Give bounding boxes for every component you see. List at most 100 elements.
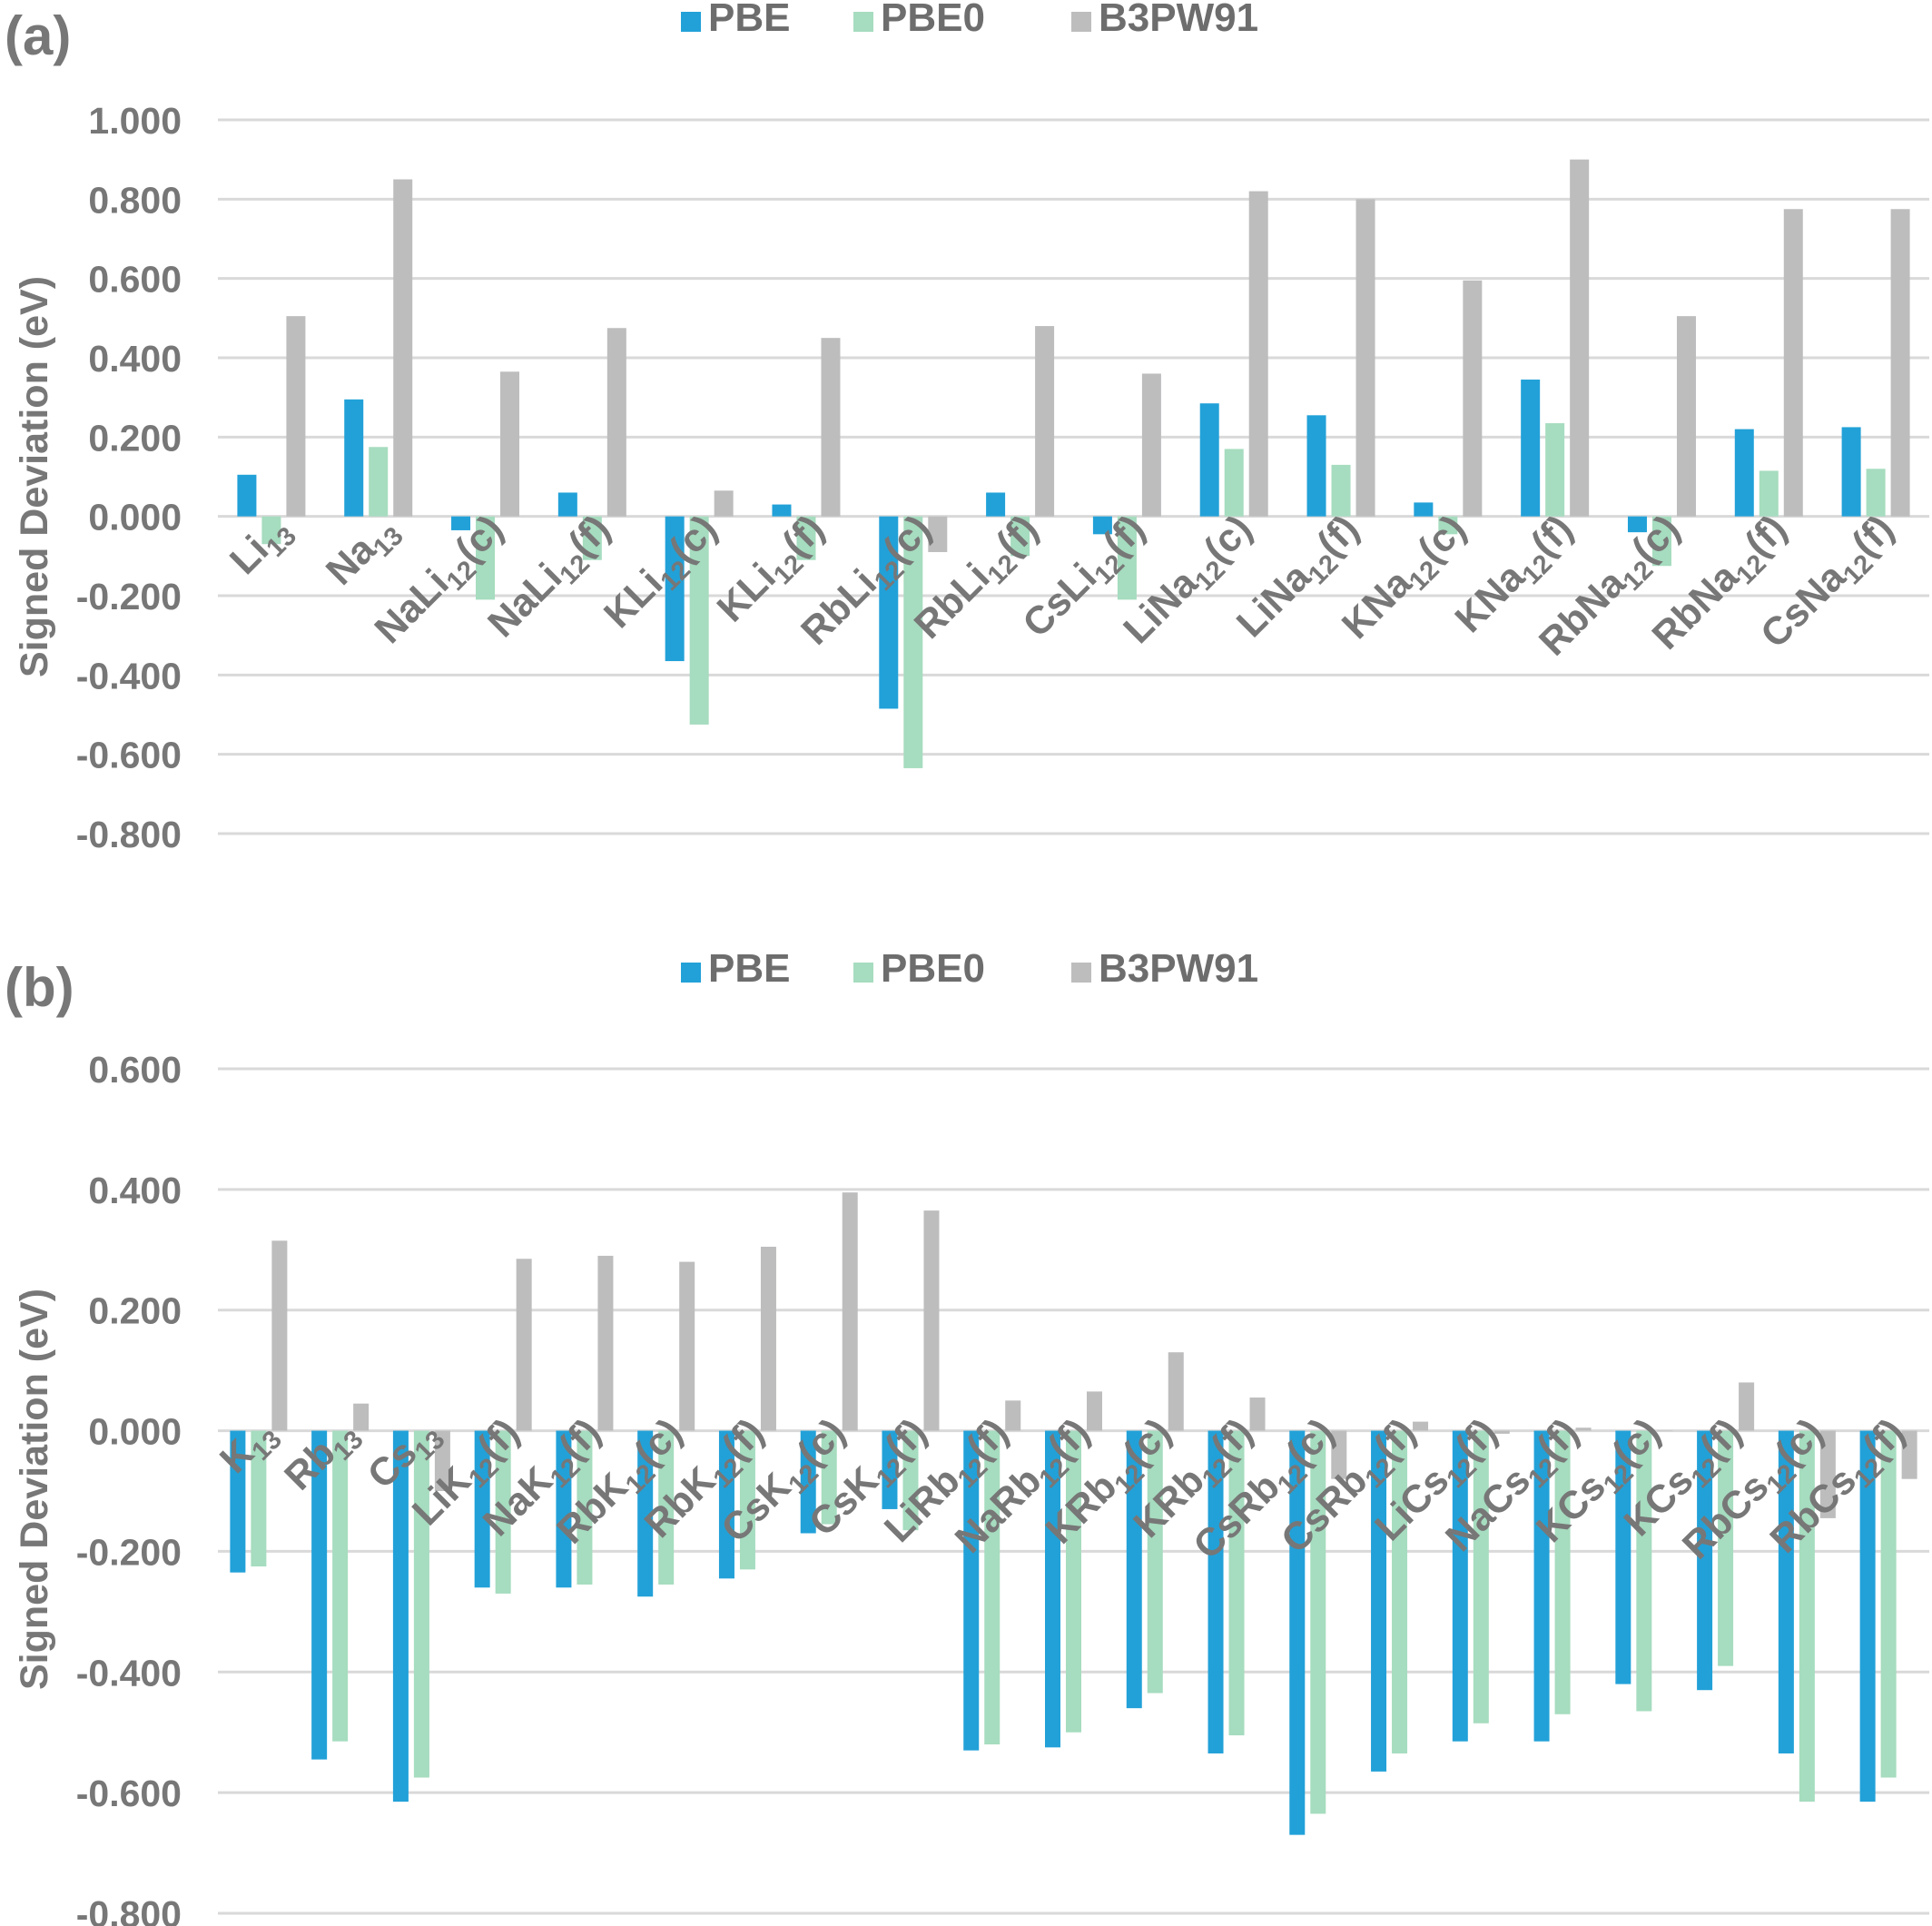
bar-pbe0-b-1 <box>332 1430 349 1742</box>
bar-pbe0-b-6 <box>739 1430 755 1570</box>
bar-b3pw91-b-4 <box>597 1255 614 1431</box>
y-tick-label-b-3: 0.000 <box>88 1411 182 1453</box>
y-tick-label-a-6: -0.200 <box>76 576 182 617</box>
bar-pbe0-a-4 <box>689 516 709 725</box>
legend-label-pbe-a: PBE <box>708 0 790 40</box>
bar-pbe-b-6 <box>718 1430 734 1579</box>
bar-pbe-a-8 <box>1092 516 1112 535</box>
bar-pbe0-a-10 <box>1331 464 1351 517</box>
bar-pbe0-b-3 <box>495 1430 511 1594</box>
bar-pbe0-b-0 <box>251 1430 267 1567</box>
bar-b3pw91-b-19 <box>1819 1430 1836 1518</box>
bar-pbe-b-8 <box>882 1430 898 1509</box>
panel-label-b: (b) <box>5 957 74 1018</box>
bar-pbe0-a-9 <box>1224 449 1244 517</box>
bar-b3pw91-b-13 <box>1331 1430 1347 1479</box>
bar-b3pw91-b-20 <box>1901 1430 1917 1479</box>
bar-pbe-a-4 <box>665 516 685 662</box>
bar-b3pw91-a-12 <box>1570 159 1590 517</box>
y-tick-label-b-1: 0.400 <box>88 1170 182 1211</box>
bar-pbe0-a-15 <box>1866 469 1886 517</box>
bar-pbe-a-3 <box>557 492 577 517</box>
bar-b3pw91-b-6 <box>760 1246 776 1431</box>
bar-b3pw91-a-11 <box>1463 280 1483 517</box>
legend-swatch-pbe-a <box>681 12 701 32</box>
bar-pbe0-a-13 <box>1651 516 1671 567</box>
bar-pbe-b-18 <box>1697 1430 1713 1691</box>
bar-b3pw91-b-18 <box>1739 1382 1755 1431</box>
legend-label-pbe-b: PBE <box>708 946 790 991</box>
bar-pbe-b-17 <box>1615 1430 1631 1684</box>
bar-pbe0-b-18 <box>1718 1430 1734 1666</box>
bar-pbe-a-15 <box>1841 427 1861 517</box>
y-tick-label-b-5: -0.400 <box>76 1652 182 1694</box>
chart-panel-b: (b) PBE PBE0 B3PW91 0.600 0.400 0.200 0.000 -0.2… <box>5 946 1929 1926</box>
bar-b3pw91-a-3 <box>606 328 626 517</box>
legend-swatch-pbe0-a <box>853 12 873 32</box>
bar-b3pw91-b-2 <box>434 1430 450 1491</box>
bar-pbe0-b-9 <box>984 1430 1000 1744</box>
bar-b3pw91-b-15 <box>1493 1430 1510 1434</box>
y-tick-label-a-7: -0.400 <box>76 655 182 696</box>
bar-pbe-b-7 <box>800 1430 816 1534</box>
y-tick-label-a-0: 1.000 <box>88 100 182 142</box>
bar-b3pw91-a-5 <box>821 338 841 517</box>
bar-b3pw91-a-6 <box>928 516 948 552</box>
legend-label-b3pw91-a: B3PW91 <box>1099 0 1258 40</box>
category-label-a-1: Na13 <box>318 507 409 598</box>
bar-pbe-a-5 <box>772 504 792 517</box>
y-tick-label-a-1: 0.800 <box>88 179 182 221</box>
bar-b3pw91-b-7 <box>842 1192 858 1431</box>
y-tick-label-a-2: 0.600 <box>88 259 182 301</box>
bar-b3pw91-b-3 <box>516 1259 532 1431</box>
bar-b3pw91-b-9 <box>1005 1400 1021 1431</box>
bar-pbe-b-12 <box>1208 1430 1224 1753</box>
chart-panel-a: (a) PBE PBE0 B3PW91 1.000 0.800 0.600 0.400 0.20… <box>5 0 1929 855</box>
bar-pbe-b-9 <box>963 1430 980 1751</box>
y-axis-title-a: Signed Deviation (eV) <box>13 276 56 677</box>
bar-pbe-b-19 <box>1778 1430 1794 1753</box>
bar-b3pw91-a-14 <box>1783 209 1803 517</box>
bar-pbe0-b-8 <box>902 1430 919 1531</box>
bar-pbe-a-9 <box>1199 403 1219 517</box>
y-tick-label-a-8: -0.600 <box>76 735 182 776</box>
bar-b3pw91-b-10 <box>1087 1391 1102 1431</box>
bar-pbe-a-1 <box>344 399 364 517</box>
legend-swatch-pbe0-b <box>853 963 873 983</box>
legend-swatch-b3pw91-b <box>1071 963 1091 983</box>
bar-b3pw91-b-16 <box>1575 1427 1592 1431</box>
y-tick-label-b-6: -0.600 <box>76 1773 182 1814</box>
bar-b3pw91-a-7 <box>1035 326 1055 517</box>
bar-pbe-a-2 <box>451 516 471 530</box>
bar-pbe0-b-13 <box>1310 1430 1326 1814</box>
bar-pbe-a-10 <box>1306 415 1326 517</box>
bar-pbe-b-11 <box>1126 1430 1142 1709</box>
legend-swatch-pbe-b <box>681 963 701 983</box>
bar-pbe0-a-5 <box>796 516 816 560</box>
bar-pbe-a-7 <box>986 492 1006 517</box>
bar-pbe-b-15 <box>1452 1430 1468 1742</box>
bar-pbe0-a-14 <box>1759 470 1779 517</box>
legend-label-b3pw91-b: B3PW91 <box>1099 946 1258 991</box>
bar-pbe-b-5 <box>637 1430 654 1597</box>
bar-pbe0-b-11 <box>1147 1430 1163 1694</box>
y-axis-title-b: Signed Deviation (eV) <box>13 1289 56 1690</box>
bar-pbe0-b-5 <box>658 1430 675 1585</box>
bar-pbe0-a-7 <box>1010 516 1030 557</box>
bar-pbe-b-10 <box>1045 1430 1060 1748</box>
bar-pbe0-b-15 <box>1473 1430 1489 1724</box>
bar-pbe0-a-11 <box>1438 516 1458 535</box>
bar-pbe0-b-19 <box>1799 1430 1815 1803</box>
y-tick-label-a-3: 0.400 <box>88 338 182 380</box>
bar-b3pw91-a-13 <box>1676 316 1696 517</box>
bar-pbe0-a-12 <box>1545 423 1565 517</box>
bar-pbe0-b-17 <box>1636 1430 1652 1712</box>
bar-b3pw91-b-0 <box>271 1240 288 1431</box>
bar-pbe-b-20 <box>1859 1430 1876 1803</box>
y-tick-label-b-0: 0.600 <box>88 1049 182 1091</box>
bar-pbe-b-14 <box>1371 1430 1387 1772</box>
legend-label-pbe0-b: PBE0 <box>881 946 985 991</box>
bar-pbe-a-12 <box>1521 380 1541 517</box>
y-tick-label-a-4: 0.200 <box>88 417 182 459</box>
bar-pbe0-a-6 <box>903 516 923 768</box>
